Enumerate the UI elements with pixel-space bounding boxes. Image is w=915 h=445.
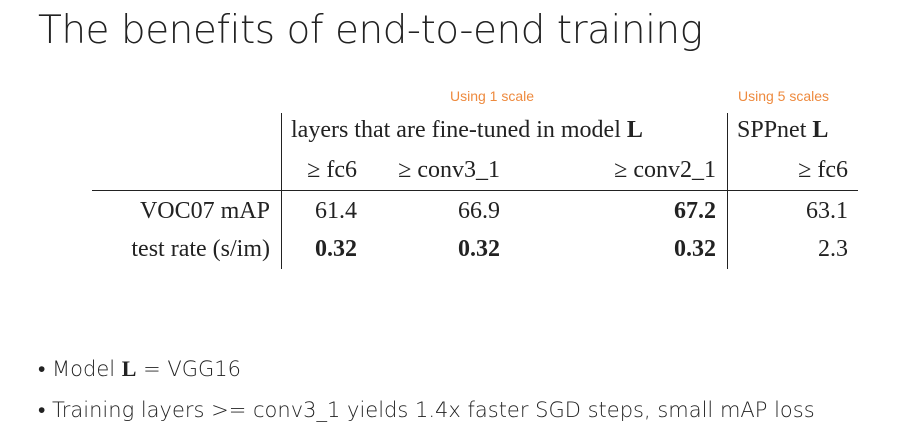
header-cell: layers that are fine-tuned in model L — [291, 115, 643, 145]
text-run: Model — [52, 357, 122, 381]
table-cell: 0.32 — [674, 236, 716, 262]
text-run: layers that are fine-tuned in model — [291, 117, 627, 143]
header-cell: ≥ conv2_1 — [614, 157, 716, 183]
table-rule — [92, 190, 858, 191]
text-run: SPPnet — [737, 117, 813, 143]
table-rule — [281, 113, 282, 269]
bullet-dot: • — [38, 357, 53, 381]
text-run: L — [121, 356, 137, 381]
annotation: Using 5 scales — [738, 88, 830, 104]
text-run: L — [812, 117, 829, 143]
table-cell: 0.32 — [458, 236, 500, 262]
header-cell: ≥ conv3_1 — [398, 157, 500, 183]
header-cell: ≥ fc6 — [307, 157, 357, 183]
header-cell: SPPnet L — [737, 115, 828, 145]
bullet-item: • Training layers >= conv3_1 yields 1.4x… — [38, 398, 815, 423]
row-label: VOC07 mAP — [139, 198, 270, 224]
text-run: L — [626, 117, 643, 143]
slide-title: The benefits of end-to-end training — [38, 8, 703, 53]
text-run: = VGG16 — [136, 357, 242, 381]
text-run: Training layers >= conv3_1 yields 1.4x f… — [52, 398, 815, 422]
bullet-item: • Model L = VGG16 — [38, 356, 241, 382]
table-rule — [727, 113, 728, 269]
table-cell: 66.9 — [458, 198, 500, 224]
table-cell: 67.2 — [674, 198, 716, 224]
annotation: Using 1 scale — [450, 88, 535, 104]
header-cell: ≥ fc6 — [798, 157, 848, 183]
table-cell: 63.1 — [806, 198, 848, 224]
row-label: test rate (s/im) — [131, 236, 270, 262]
table-cell: 2.3 — [818, 236, 848, 262]
bullet-dot: • — [38, 398, 53, 422]
table-cell: 0.32 — [315, 236, 357, 262]
table-cell: 61.4 — [315, 198, 357, 224]
